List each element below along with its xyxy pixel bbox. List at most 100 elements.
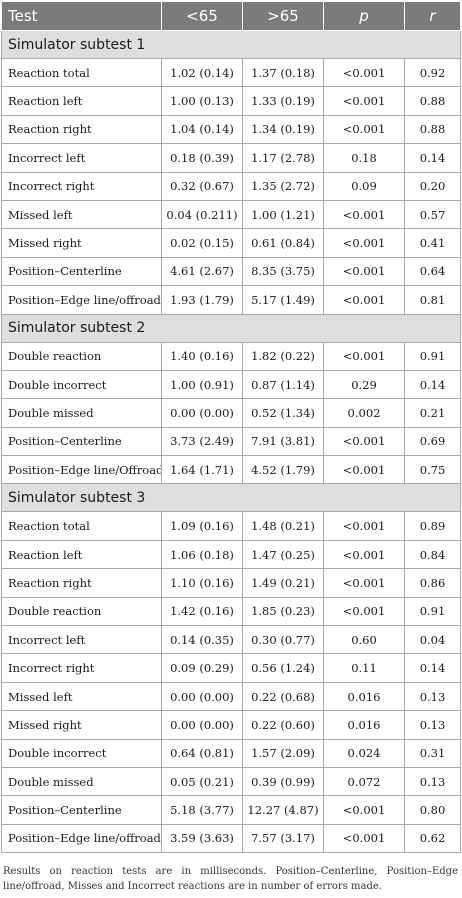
row-label: Incorrect right [1, 653, 162, 683]
value-p: <0.001 [323, 256, 405, 287]
value-r: 0.57 [404, 199, 461, 230]
value-r: 0.91 [404, 596, 461, 627]
value-p: <0.001 [323, 596, 405, 627]
value-over-65: 1.48 (0.21) [242, 511, 324, 541]
value-over-65: 1.82 (0.22) [242, 341, 324, 371]
row-label: Position–Centerline [1, 426, 162, 457]
value-r: 0.89 [404, 511, 461, 541]
table-row: Incorrect left 0.18 (0.39) 1.17 (2.78) 0.18… [1, 143, 461, 173]
value-under-65: 4.61 (2.67) [161, 256, 243, 287]
row-label: Incorrect left [1, 143, 162, 173]
value-r: 0.75 [404, 455, 461, 485]
value-over-65: 1.85 (0.23) [242, 596, 324, 627]
table-footnote: Results on reaction tests are in millise… [3, 866, 458, 892]
value-under-65: 1.00 (0.91) [161, 369, 243, 400]
value-under-65: 0.00 (0.00) [161, 681, 243, 712]
results-table-container: Test <65 >65 p r Simulator subtest 1 Reac… [1, 1, 461, 854]
value-over-65: 5.17 (1.49) [242, 285, 324, 315]
value-p: 0.29 [323, 369, 405, 400]
value-p: 0.002 [323, 398, 405, 428]
table-row: Double incorrect 0.64 (0.81) 1.57 (2.09) 0.… [1, 738, 461, 768]
value-r: 0.88 [404, 86, 461, 116]
section-header-row: Simulator subtest 3 [1, 483, 461, 513]
value-over-65: 1.00 (1.21) [242, 199, 324, 230]
table-row: Reaction right 1.04 (0.14) 1.34 (0.19) <0.0… [1, 114, 461, 145]
value-r: 0.13 [404, 766, 461, 797]
value-p: 0.024 [323, 738, 405, 768]
value-p: <0.001 [323, 86, 405, 116]
value-under-65: 3.73 (2.49) [161, 426, 243, 457]
value-over-65: 1.37 (0.18) [242, 57, 324, 88]
value-r: 0.62 [404, 823, 461, 854]
value-p: <0.001 [323, 539, 405, 570]
row-label: Reaction left [1, 86, 162, 116]
table-row: Missed left 0.04 (0.211) 1.00 (1.21) <0.001… [1, 199, 461, 230]
value-r: 0.04 [404, 625, 461, 655]
row-label: Double reaction [1, 341, 162, 371]
table-row: Position–Edge line/offroad 3.59 (3.63) 7.5… [1, 823, 461, 854]
header-test: Test [1, 1, 162, 31]
value-over-65: 1.57 (2.09) [242, 738, 324, 768]
value-under-65: 1.04 (0.14) [161, 114, 243, 145]
table-row: Incorrect left 0.14 (0.35) 0.30 (0.77) 0.60… [1, 625, 461, 655]
table-row: Missed right 0.02 (0.15) 0.61 (0.84) <0.001… [1, 228, 461, 258]
value-under-65: 0.18 (0.39) [161, 143, 243, 173]
value-under-65: 0.00 (0.00) [161, 710, 243, 740]
value-r: 0.91 [404, 341, 461, 371]
value-r: 0.13 [404, 710, 461, 740]
table-row: Double incorrect 1.00 (0.91) 0.87 (1.14) 0.… [1, 369, 461, 400]
value-r: 0.88 [404, 114, 461, 145]
table-row: Double missed 0.05 (0.21) 0.39 (0.99) 0.072… [1, 766, 461, 797]
value-under-65: 0.04 (0.211) [161, 199, 243, 230]
value-over-65: 1.34 (0.19) [242, 114, 324, 145]
value-p: <0.001 [323, 426, 405, 457]
value-p: 0.18 [323, 143, 405, 173]
value-p: 0.072 [323, 766, 405, 797]
value-r: 0.20 [404, 171, 461, 201]
value-p: <0.001 [323, 823, 405, 854]
value-under-65: 1.93 (1.79) [161, 285, 243, 315]
row-label: Double incorrect [1, 369, 162, 400]
table-row: Position–Edge line/offroad 1.93 (1.79) 5.1… [1, 285, 461, 315]
row-label: Reaction left [1, 539, 162, 570]
value-under-65: 1.02 (0.14) [161, 57, 243, 88]
row-label: Position–Edge line/Offroad [1, 455, 162, 485]
value-p: <0.001 [323, 228, 405, 258]
row-label: Missed left [1, 681, 162, 712]
value-under-65: 0.32 (0.67) [161, 171, 243, 201]
value-r: 0.14 [404, 653, 461, 683]
row-label: Double missed [1, 398, 162, 428]
value-over-65: 0.22 (0.68) [242, 681, 324, 712]
value-under-65: 0.09 (0.29) [161, 653, 243, 683]
table-row: Double missed 0.00 (0.00) 0.52 (1.34) 0.002… [1, 398, 461, 428]
value-p: <0.001 [323, 285, 405, 315]
row-label: Reaction right [1, 568, 162, 598]
value-r: 0.84 [404, 539, 461, 570]
table-row: Position–Centerline 5.18 (3.77) 12.27 (4.8… [1, 795, 461, 825]
value-p: <0.001 [323, 114, 405, 145]
row-label: Position–Edge line/offroad [1, 823, 162, 854]
value-over-65: 0.56 (1.24) [242, 653, 324, 683]
value-r: 0.64 [404, 256, 461, 287]
value-over-65: 1.17 (2.78) [242, 143, 324, 173]
row-label: Double incorrect [1, 738, 162, 768]
row-label: Reaction total [1, 511, 162, 541]
row-label: Reaction right [1, 114, 162, 145]
table-row: Reaction left 1.06 (0.18) 1.47 (0.25) <0.00… [1, 539, 461, 570]
value-under-65: 1.00 (0.13) [161, 86, 243, 116]
section-title: Simulator subtest 2 [1, 313, 461, 343]
value-over-65: 0.39 (0.99) [242, 766, 324, 797]
row-label: Missed right [1, 710, 162, 740]
value-over-65: 4.52 (1.79) [242, 455, 324, 485]
row-label: Reaction total [1, 57, 162, 88]
table-row: Reaction total 1.02 (0.14) 1.37 (0.18) <0.0… [1, 57, 461, 88]
value-p: <0.001 [323, 568, 405, 598]
value-under-65: 1.42 (0.16) [161, 596, 243, 627]
row-label: Incorrect right [1, 171, 162, 201]
section-title: Simulator subtest 1 [1, 30, 461, 59]
table-row: Incorrect right 0.32 (0.67) 1.35 (2.72) 0.0… [1, 171, 461, 201]
row-label: Position–Edge line/offroad [1, 285, 162, 315]
value-p: 0.016 [323, 710, 405, 740]
table-row: Missed right 0.00 (0.00) 0.22 (0.60) 0.016 0… [1, 710, 461, 740]
row-label: Position–Centerline [1, 795, 162, 825]
